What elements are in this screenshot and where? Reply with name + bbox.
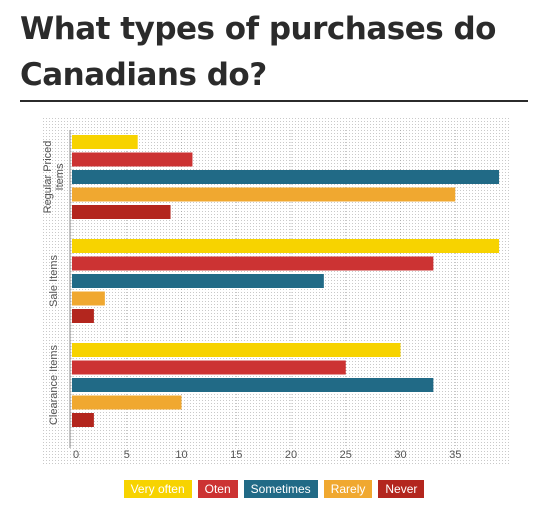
legend-item: Very often [123, 480, 192, 498]
bar [72, 205, 171, 219]
bar [72, 135, 138, 149]
legend-item: Oten [197, 480, 238, 498]
x-tick-label: 10 [175, 449, 187, 461]
x-tick-label: 20 [285, 449, 297, 461]
legend-item: Never [378, 480, 425, 498]
bar [72, 274, 324, 288]
bar [72, 291, 105, 306]
y-category-label: Sale Items [48, 255, 60, 307]
gridlines [71, 130, 456, 448]
plot-background [41, 118, 510, 464]
x-tick-label: 35 [449, 449, 461, 461]
bar [72, 170, 500, 184]
bar [72, 413, 94, 427]
chart-title: What types of purchases do Canadians do? [20, 11, 496, 93]
legend: Very often Oten Sometimes Rarely Never [0, 480, 548, 498]
x-tick-label: 30 [394, 449, 406, 461]
bar [72, 360, 346, 375]
x-tick-label: 15 [230, 449, 242, 461]
bar [72, 256, 434, 271]
x-tick-label: 5 [124, 449, 130, 461]
bar [72, 343, 401, 357]
bar [72, 309, 94, 323]
bar [72, 152, 193, 167]
bar [72, 187, 456, 202]
y-category-label: Clearance Items [48, 344, 60, 425]
x-tick-label: 0 [73, 449, 79, 461]
bar [72, 395, 182, 410]
legend-item: Sometimes [243, 480, 318, 498]
bar [72, 239, 500, 253]
legend-item: Rarely [323, 480, 373, 498]
title-divider [20, 100, 528, 102]
y-category-label: Regular PricedItems [42, 141, 66, 214]
bar [72, 378, 434, 392]
x-tick-label: 25 [340, 449, 352, 461]
